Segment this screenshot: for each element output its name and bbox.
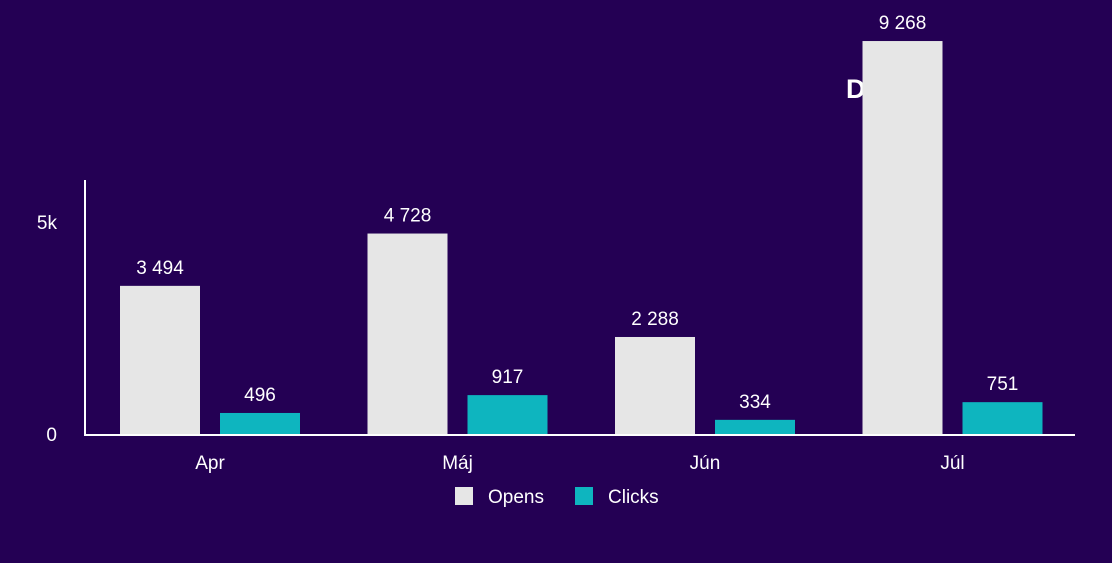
data-label-clicks: 496 bbox=[244, 385, 276, 406]
y-tick-label: 5k bbox=[37, 213, 58, 234]
x-tick-label: Jún bbox=[690, 453, 721, 474]
legend-label-opens[interactable]: Opens bbox=[488, 487, 544, 508]
bar-opens[interactable] bbox=[120, 285, 200, 434]
bar-opens[interactable] bbox=[862, 41, 943, 434]
bar-opens[interactable] bbox=[367, 233, 448, 434]
data-label-opens: 4 728 bbox=[384, 206, 432, 227]
bar-clicks[interactable] bbox=[962, 402, 1043, 434]
data-label-clicks: 751 bbox=[987, 374, 1019, 395]
y-axis-ticks: 0 5k bbox=[37, 213, 58, 446]
data-label-opens: 9 268 bbox=[879, 13, 927, 34]
data-label-opens: 3 494 bbox=[136, 258, 184, 279]
bar-clicks[interactable] bbox=[715, 419, 795, 434]
y-tick-label: 0 bbox=[46, 425, 57, 446]
bar-clicks[interactable] bbox=[467, 395, 548, 434]
data-label-clicks: 334 bbox=[739, 392, 771, 413]
legend: Opens Clicks bbox=[455, 487, 659, 508]
x-tick-label: Apr bbox=[195, 453, 225, 474]
data-label-clicks: 917 bbox=[492, 367, 524, 388]
legend-swatch-opens[interactable] bbox=[455, 487, 473, 505]
x-tick-label: Máj bbox=[442, 453, 473, 474]
x-axis-labels: Apr Máj Jún Júl bbox=[195, 453, 964, 474]
bar-clicks[interactable] bbox=[220, 412, 300, 434]
x-tick-label: Júl bbox=[940, 453, 964, 474]
bar-opens[interactable] bbox=[615, 336, 695, 434]
data-label-opens: 2 288 bbox=[631, 309, 679, 330]
legend-label-clicks[interactable]: Clicks bbox=[608, 487, 659, 508]
legend-swatch-clicks[interactable] bbox=[575, 487, 593, 505]
bars-group: 3 494 496 4 728 917 2 288 334 9 268 751 bbox=[120, 13, 1043, 434]
